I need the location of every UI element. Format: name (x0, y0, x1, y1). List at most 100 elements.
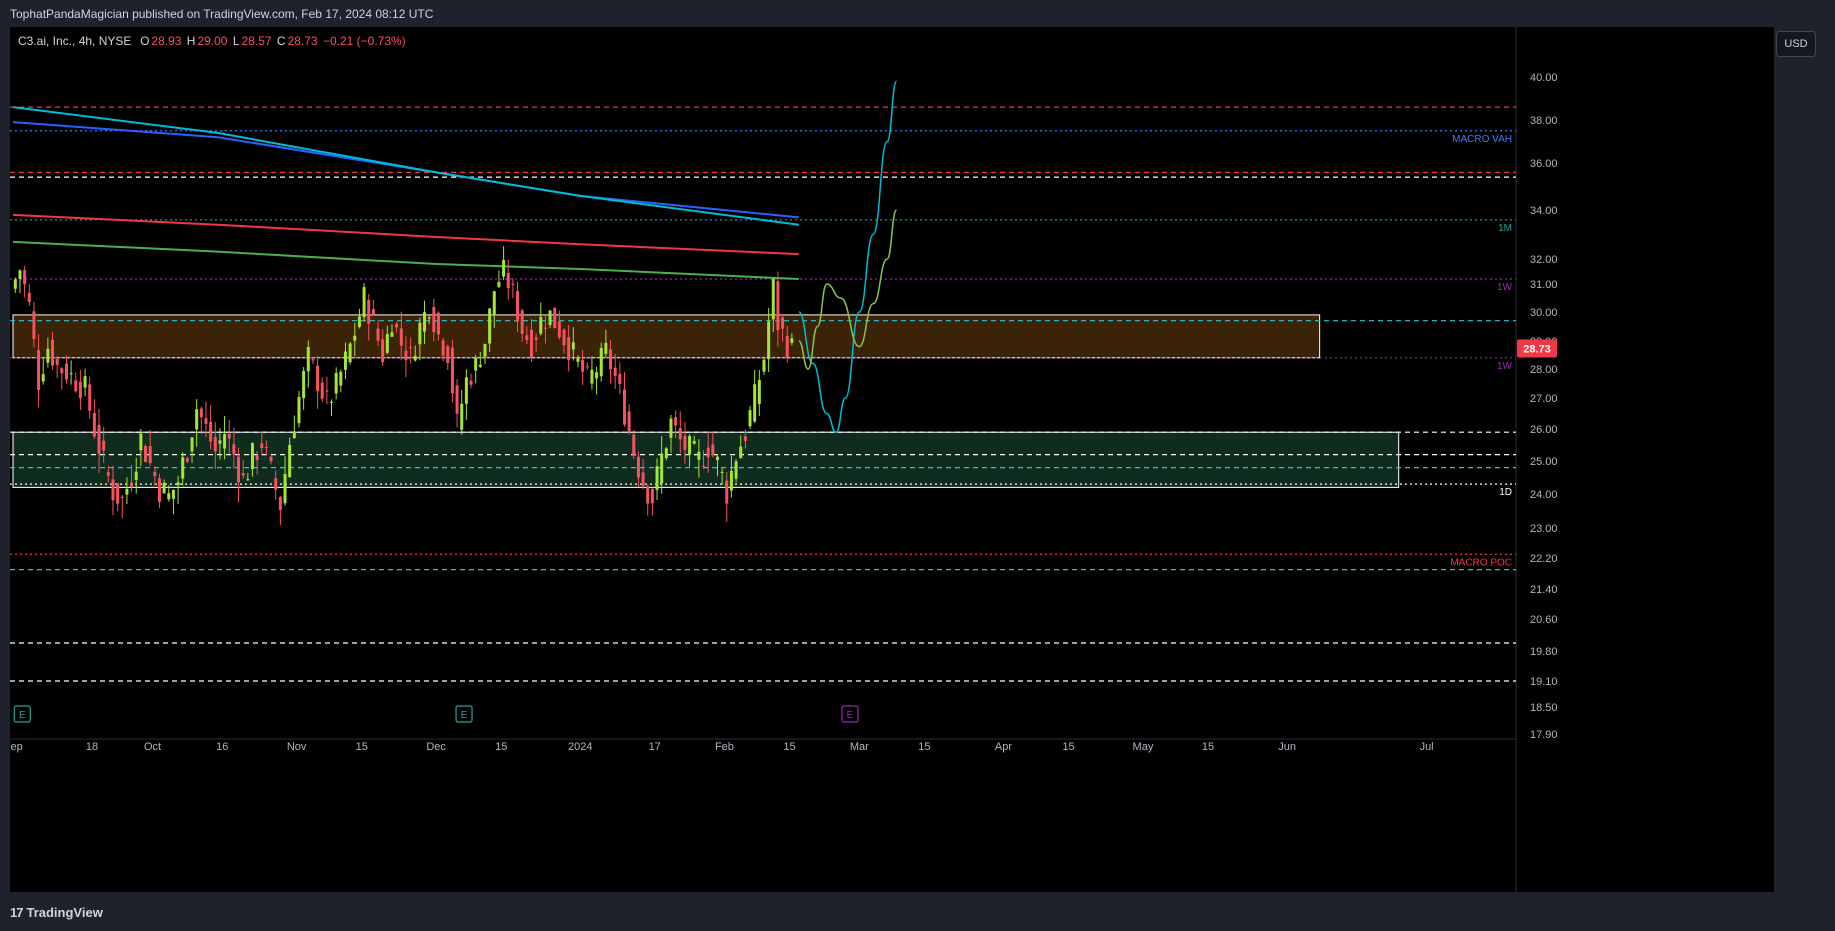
last-price-label: 28.73 (1523, 344, 1551, 356)
candle-body (460, 403, 464, 430)
candle-body (604, 342, 608, 354)
candle-body (529, 329, 533, 358)
candle-body (711, 444, 715, 456)
candle-body (664, 448, 668, 459)
candle-body (632, 434, 636, 456)
currency-button[interactable]: USD (1776, 31, 1816, 57)
candle-body (88, 384, 92, 411)
candle-body (423, 312, 427, 332)
candle-body (748, 410, 752, 427)
candle-body (706, 447, 710, 458)
candle-body (488, 308, 492, 344)
time-tick-label: 15 (783, 741, 795, 753)
candle-body (692, 440, 696, 444)
candle-body (330, 401, 334, 403)
candle-body (581, 359, 585, 372)
candle-body (390, 332, 394, 337)
candle-body (655, 466, 659, 490)
high-label: H (186, 34, 196, 48)
candle-body (734, 461, 738, 479)
candle-body (311, 359, 315, 361)
candle-body (339, 371, 343, 386)
candle-body (776, 281, 780, 331)
candle-body (176, 482, 180, 486)
candle-body (250, 443, 254, 470)
candle-body (27, 292, 31, 302)
candle-body (548, 310, 552, 325)
candle-body (595, 372, 599, 379)
candle-body (418, 322, 422, 345)
candle-body (520, 310, 524, 334)
price-tick-label: 23.00 (1530, 523, 1558, 535)
time-tick-label: 15 (495, 741, 507, 753)
candle-body (278, 496, 282, 510)
open-value: 28.93 (151, 34, 182, 48)
candle-body (641, 472, 645, 487)
candle-body (264, 446, 268, 448)
candle-body (106, 472, 110, 476)
symbol-legend: C3.ai, Inc., 4h, NYSE O 28.93 H 29.00 L 28.… (18, 34, 408, 48)
symbol-name[interactable]: C3.ai, Inc., 4h, NYSE (18, 34, 132, 48)
candle-body (715, 456, 719, 461)
candle-body (144, 446, 148, 463)
candle-body (525, 335, 529, 341)
tradingview-logo[interactable]: 17 TradingView (10, 905, 103, 920)
candle-body (32, 311, 36, 339)
candle-body (646, 486, 650, 504)
price-tick-label: 20.60 (1530, 614, 1558, 626)
candle-body (455, 385, 459, 414)
price-tick-label: 27.00 (1530, 393, 1558, 405)
candle-body (46, 348, 50, 363)
candle-body (102, 440, 106, 451)
price-tick-label: 18.50 (1530, 702, 1558, 714)
chart-area[interactable]: MACRO VAH 1M 1W 1W 1D MACRO POC 40.00 38.00 36.0… (10, 27, 1774, 892)
high-value: 29.00 (197, 34, 228, 48)
candle-body (534, 337, 538, 340)
price-tick-label: 25.00 (1530, 456, 1558, 468)
top-bar: TophatPandaMagician published on Trading… (0, 0, 1835, 27)
candle-body (618, 374, 622, 384)
candle-body (395, 323, 399, 328)
candle-body (506, 272, 510, 289)
level-label-5: 1W (1497, 282, 1513, 293)
low-label: L (232, 34, 240, 48)
time-tick-label: Jul (1420, 741, 1434, 753)
price-tick-label: 22.20 (1530, 553, 1558, 565)
candle-body (204, 418, 208, 424)
candle-body (427, 317, 431, 319)
candle-body (599, 348, 603, 377)
candle-body (60, 368, 64, 374)
price-tick-label: 24.00 (1530, 489, 1558, 501)
candle-body (83, 376, 87, 388)
candle-body (753, 384, 757, 422)
earnings-marker-0[interactable] (13, 705, 31, 723)
candle-body (385, 334, 389, 353)
candle-body (139, 433, 143, 451)
close-label: C (276, 34, 286, 48)
candle-body (181, 457, 185, 479)
candle-body (120, 496, 124, 498)
level-label-4: 1M (1498, 223, 1512, 234)
candle-body (767, 321, 771, 360)
zone-box-0 (12, 314, 1321, 359)
level-label-7: 1W (1497, 361, 1513, 372)
candle-body (260, 443, 264, 449)
candle-body (622, 389, 626, 425)
candle-body (292, 431, 296, 439)
candle-body (232, 444, 236, 455)
candle-body (590, 369, 594, 384)
chart-svg[interactable]: MACRO VAH 1M 1W 1W 1D MACRO POC 40.00 38.00 36.0… (10, 27, 1774, 892)
candle-body (636, 456, 640, 478)
earnings-marker-2[interactable] (841, 705, 859, 723)
price-tick-label: 21.40 (1530, 584, 1558, 596)
price-tick-label: 34.00 (1530, 205, 1558, 217)
candle-body (720, 471, 724, 473)
time-tick-label: 15 (918, 741, 930, 753)
candle-body (478, 364, 482, 367)
candle-body (111, 479, 115, 501)
earnings-marker-1[interactable] (455, 705, 473, 723)
open-label: O (140, 34, 150, 48)
candle-body (134, 471, 138, 480)
candle-body (376, 328, 380, 341)
tradingview-logo-icon: 17 (10, 905, 24, 920)
